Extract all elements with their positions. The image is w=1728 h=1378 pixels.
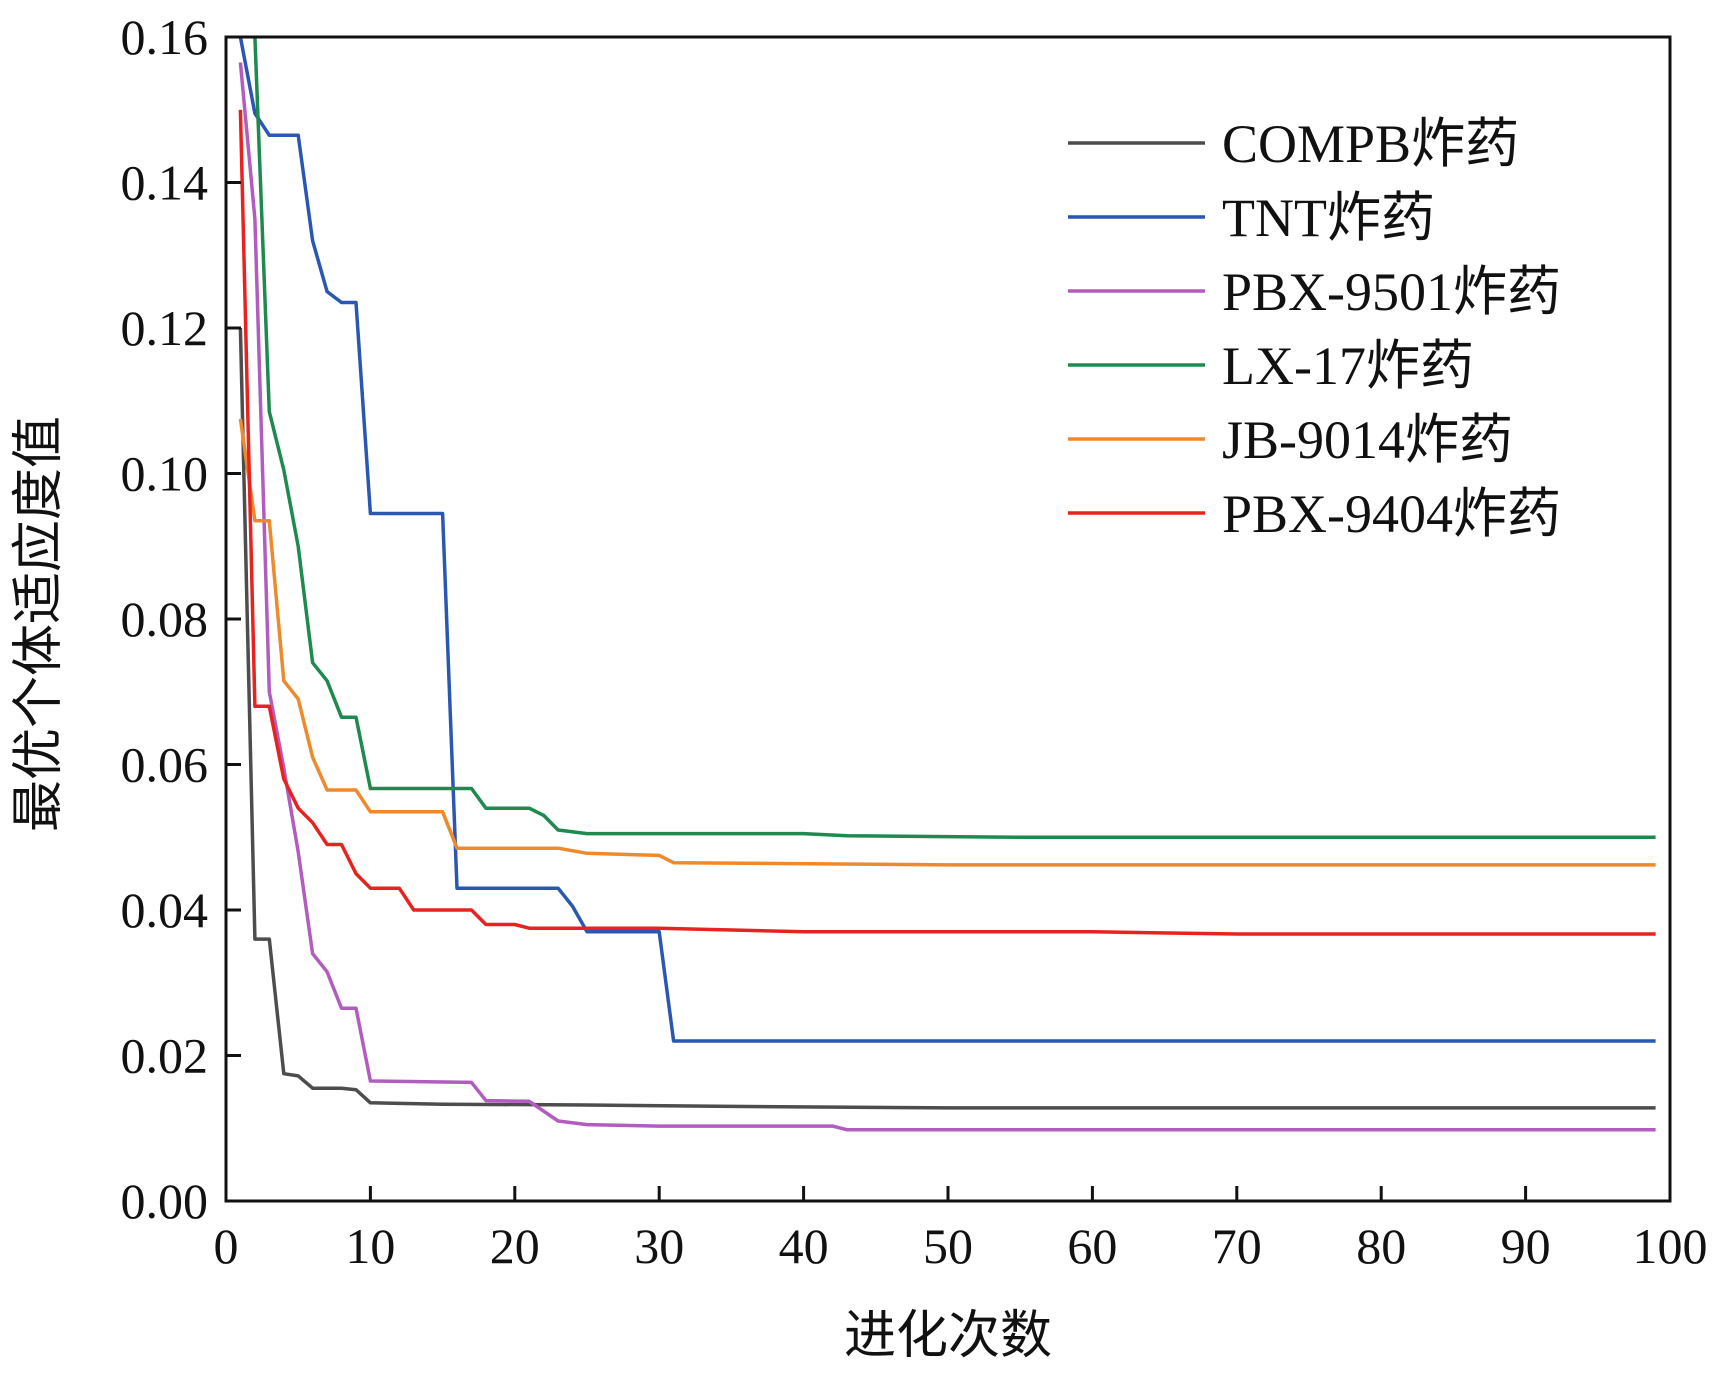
x-axis-title: 进化次数 [844,1306,1052,1366]
legend-label-3: PBX-9501炸药 [1222,262,1561,322]
series-line-5 [238,418,1656,867]
x-tick-label: 10 [345,1218,395,1274]
x-tick-label: 100 [1633,1218,1708,1274]
legend-label-2: TNT炸药 [1222,188,1435,248]
legend-label-5: JB-9014炸药 [1222,410,1513,470]
ticks-layer: 0 10 20 30 40 50 60 70 80 90 100 0.00 0.02 0.04 0.06 0.… [121,9,1708,1274]
y-tick-label: 0.14 [121,155,209,211]
x-tick-label: 60 [1067,1218,1117,1274]
x-tick-label: 80 [1356,1218,1406,1274]
x-tick-label: 70 [1212,1218,1262,1274]
y-tick-label: 0.04 [121,882,209,938]
series-layer [238,37,1656,1132]
y-tick-label: 0.10 [121,446,209,502]
y-tick-label: 0.16 [121,9,209,65]
legend-label-1: COMPB炸药 [1222,114,1519,174]
x-tick-label: 20 [490,1218,540,1274]
series-line-4 [253,37,1656,840]
x-tick-label: 90 [1501,1218,1551,1274]
series-line-6 [238,109,1656,936]
y-axis-title: 最优个体适应度值 [9,416,69,832]
legend: COMPB炸药 TNT炸药 PBX-9501炸药 LX-17炸药 JB-9014炸药 PB… [1068,114,1561,544]
x-tick-label: 0 [214,1218,239,1274]
legend-label-4: LX-17炸药 [1222,336,1474,396]
series-line-2 [238,37,1656,1043]
series-line-1 [238,327,1656,1110]
y-tick-label: 0.02 [121,1028,209,1084]
x-tick-label: 30 [634,1218,684,1274]
legend-label-6: PBX-9404炸药 [1222,484,1561,544]
y-tick-label: 0.00 [121,1173,209,1229]
x-tick-label: 40 [779,1218,829,1274]
y-tick-label: 0.08 [121,591,209,647]
y-tick-label: 0.06 [121,737,209,793]
y-tick-label: 0.12 [121,300,209,356]
x-tick-label: 50 [923,1218,973,1274]
series-line-3 [238,62,1656,1132]
